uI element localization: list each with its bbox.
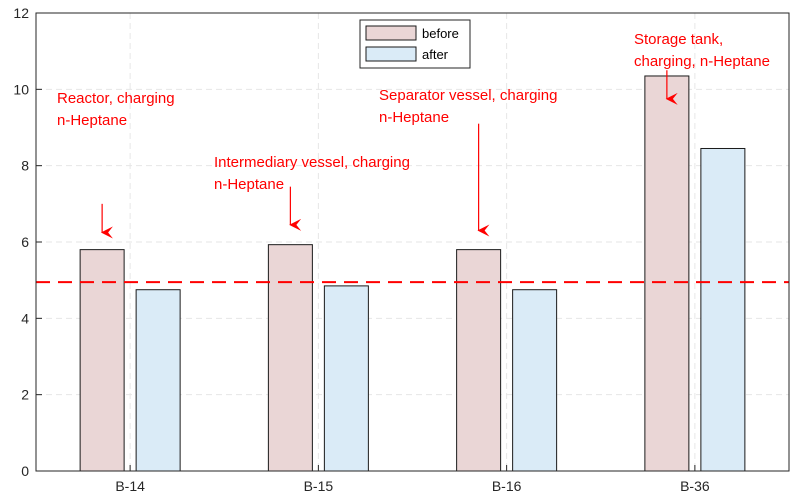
bar-after-B-14 [135, 289, 181, 472]
y-tick-label: 4 [21, 310, 29, 326]
bar-before-B-16 [456, 249, 502, 472]
bar-before-B-36 [644, 75, 690, 472]
annotation-label: Intermediary vessel, charging [214, 154, 410, 171]
y-tick-label: 0 [21, 463, 29, 479]
annotation-label: Storage tank, [634, 31, 723, 48]
x-tick-label: B-14 [115, 478, 145, 494]
annotations: Reactor, charging n-Heptane Intermediary v… [57, 31, 770, 239]
annotation-label: n-Heptane [214, 176, 284, 193]
legend: before after [359, 19, 471, 69]
legend-swatch-before [365, 25, 417, 41]
legend-label-before: before [422, 26, 459, 41]
y-tick-label: 12 [13, 5, 29, 21]
y-tick-label: 6 [21, 234, 29, 250]
y-tick-label: 2 [21, 387, 29, 403]
y-tick-label: 8 [21, 158, 29, 174]
legend-swatch-after [365, 46, 417, 62]
axes-box [35, 12, 790, 472]
x-tick-label: B-16 [492, 478, 522, 494]
bar-after-B-15 [323, 285, 369, 472]
bar-after-B-16 [512, 289, 558, 472]
bar-before-B-15 [267, 244, 313, 472]
annotation-label: Separator vessel, charging [379, 87, 557, 104]
bar-after-B-36 [700, 147, 746, 472]
legend-label-after: after [422, 47, 449, 62]
x-tick-label: B-36 [680, 478, 710, 494]
y-tick-label: 10 [13, 81, 29, 97]
x-tick-label: B-15 [304, 478, 334, 494]
annotation-label: Reactor, charging [57, 90, 175, 107]
annotation-label: charging, n-Heptane [634, 53, 770, 70]
axes: 0 2 4 6 8 10 12 B-14 B-15 B-16 B-36 [13, 5, 790, 494]
annotation-label: n-Heptane [57, 112, 127, 129]
annotation-label: n-Heptane [379, 109, 449, 126]
